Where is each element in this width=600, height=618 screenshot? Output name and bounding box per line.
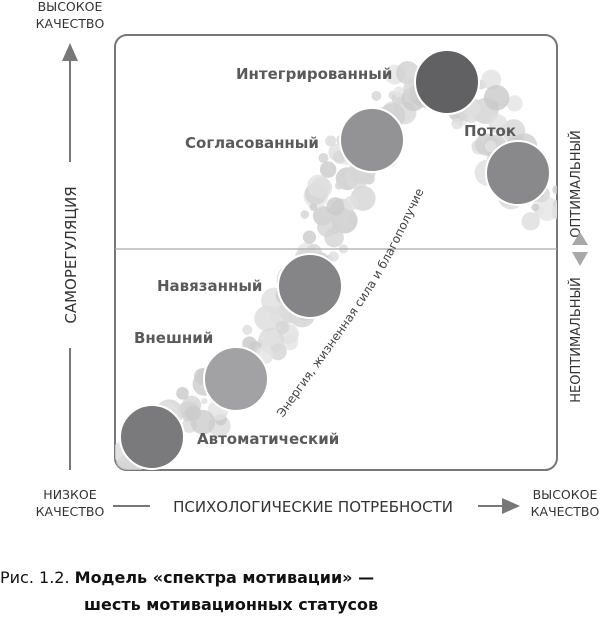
- cloud-bubble: [393, 86, 405, 98]
- y-axis-top-label-2: КАЧЕСТВО: [36, 16, 105, 31]
- caption-title-line-1: Модель «спектра мотивации» —: [74, 568, 375, 587]
- cloud-bubble: [325, 135, 337, 147]
- cloud-bubble: [551, 203, 557, 221]
- cloud-bubble: [343, 195, 359, 211]
- cloud-bubble: [176, 386, 189, 400]
- status-circle-imposed: [277, 253, 343, 319]
- cloud-bubble: [371, 90, 382, 101]
- status-label-external: Внешний: [134, 329, 213, 347]
- cloud-bubble: [190, 409, 216, 435]
- cloud-bubble: [451, 117, 463, 130]
- optimal-label: ОПТИМАЛЬНЫЙ: [568, 130, 584, 237]
- status-label-integrated: Интегрированный: [236, 65, 392, 83]
- cloud-bubble: [521, 212, 540, 231]
- x-axis-right-label-2: КАЧЕСТВО: [531, 504, 600, 519]
- caption-prefix: Рис. 1.2.: [0, 568, 70, 587]
- cloud-bubble: [318, 152, 329, 164]
- status-label-imposed: Навязанный: [157, 277, 262, 295]
- cloud-bubble: [334, 212, 351, 230]
- down-triangle-icon: [572, 252, 588, 266]
- cloud-bubble: [396, 97, 403, 104]
- cloud-bubble: [552, 185, 557, 194]
- figure-caption: Рис. 1.2. Модель «спектра мотивации» —: [0, 568, 374, 587]
- non-optimal-label: НЕОПТИМАЛЬНЫЙ: [568, 277, 584, 402]
- status-circle-external: [203, 346, 269, 412]
- cloud-bubble: [488, 114, 508, 134]
- status-circle-aligned: [339, 107, 405, 173]
- cloud-bubble: [242, 336, 257, 351]
- status-circle-integrated: [414, 49, 480, 115]
- status-circle-automatic: [119, 404, 185, 470]
- cloud-bubble: [201, 398, 208, 405]
- cloud-bubble: [531, 203, 540, 212]
- x-axis-left-label-1: НИЗКОЕ: [43, 487, 96, 502]
- x-axis-label: ПСИХОЛОГИЧЕСКИЕ ПОТРЕБНОСТИ: [173, 498, 453, 516]
- status-label-aligned: Согласованный: [185, 134, 319, 152]
- cloud-bubble: [300, 210, 310, 219]
- x-axis-left-label-2: КАЧЕСТВО: [36, 504, 105, 519]
- up-triangle-icon: [572, 232, 588, 245]
- y-axis-label: САМОРЕГУЛЯЦИЯ: [62, 186, 80, 323]
- x-axis-right-label-1: ВЫСОКОЕ: [533, 487, 598, 502]
- status-label-flow: Поток: [464, 122, 516, 140]
- cloud-bubble: [242, 324, 253, 335]
- status-circle-flow: [485, 140, 551, 206]
- cloud-bubble: [483, 85, 510, 111]
- caption-title-line-2: шесть мотивационных статусов: [84, 595, 379, 614]
- caption-line-2-wrap: шесть мотивационных статусов: [84, 595, 378, 614]
- y-axis-top-label-1: ВЫСОКОЕ: [38, 0, 103, 14]
- cloud-bubble: [506, 95, 523, 112]
- cloud-bubble: [328, 251, 339, 262]
- status-label-automatic: Автоматический: [197, 430, 339, 448]
- cloud-bubble: [309, 203, 318, 211]
- cloud-bubble: [319, 161, 337, 178]
- cloud-bubble: [326, 197, 345, 216]
- cloud-bubble: [275, 320, 290, 335]
- cloud-bubble: [324, 227, 344, 248]
- cloud-bubble: [310, 177, 333, 199]
- cloud-bubble: [179, 402, 188, 411]
- cloud-bubble: [481, 69, 502, 90]
- cloud-bubble: [302, 230, 317, 244]
- cloud-bubble: [335, 181, 344, 190]
- cloud-bubble: [484, 140, 497, 153]
